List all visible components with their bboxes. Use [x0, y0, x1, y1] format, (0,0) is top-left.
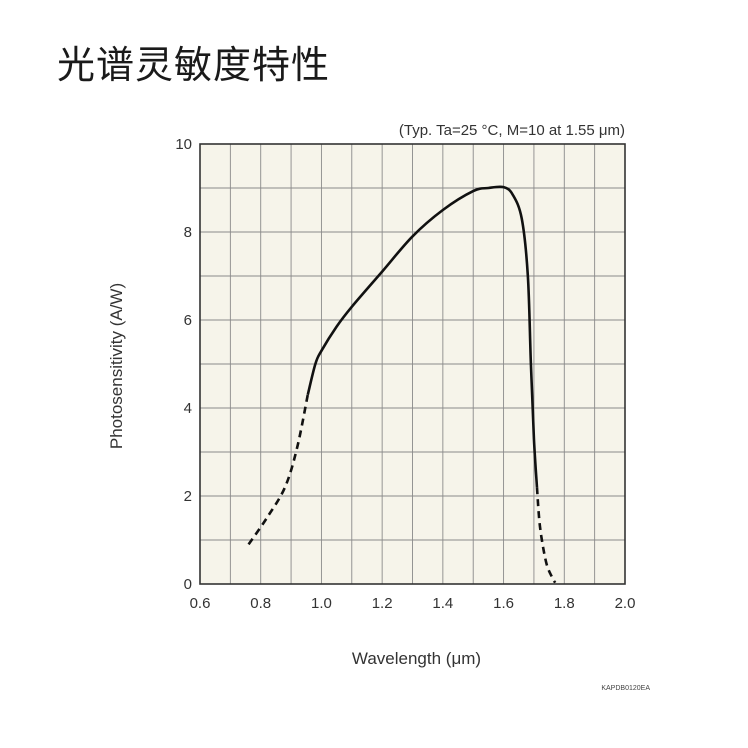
x-tick-label: 0.6: [190, 595, 211, 612]
page-title: 光谱灵敏度特性: [57, 43, 331, 87]
x-axis-label: Wavelength (μm): [352, 649, 481, 668]
grid-lines: [200, 144, 625, 584]
x-tick-label: 0.8: [250, 595, 271, 612]
curves: [247, 185, 557, 584]
figure-code: KAPDB0120EA: [601, 685, 650, 692]
x-tick-label: 1.8: [554, 595, 575, 612]
y-tick-label: 0: [184, 576, 192, 593]
curve-segment-solid: [306, 185, 539, 488]
curve-segment-dashed: [247, 394, 310, 546]
y-axis-label: Photosensitivity (A/W): [107, 283, 126, 449]
y-tick-label: 4: [184, 400, 192, 417]
x-tick-label: 1.2: [372, 595, 393, 612]
x-tick-label: 1.4: [432, 595, 453, 612]
x-tick-label: 1.0: [311, 595, 332, 612]
curve-segment-dashed: [535, 487, 557, 584]
y-tick-label: 6: [184, 312, 192, 329]
y-tick-label: 8: [184, 224, 192, 241]
x-tick-label: 1.6: [493, 595, 514, 612]
x-axis-ticks: 0.6 0.8 1.0 1.2 1.4 1.6 1.8 2.0: [190, 595, 636, 612]
y-tick-label: 2: [184, 488, 192, 505]
plot-frame: [199, 143, 626, 585]
measurement-conditions: (Typ. Ta=25 °C, M=10 at 1.55 μm): [399, 122, 625, 139]
y-axis-ticks: 0 2 4 6 8 10: [175, 136, 192, 593]
x-tick-label: 2.0: [615, 595, 636, 612]
y-tick-label: 10: [175, 136, 192, 153]
